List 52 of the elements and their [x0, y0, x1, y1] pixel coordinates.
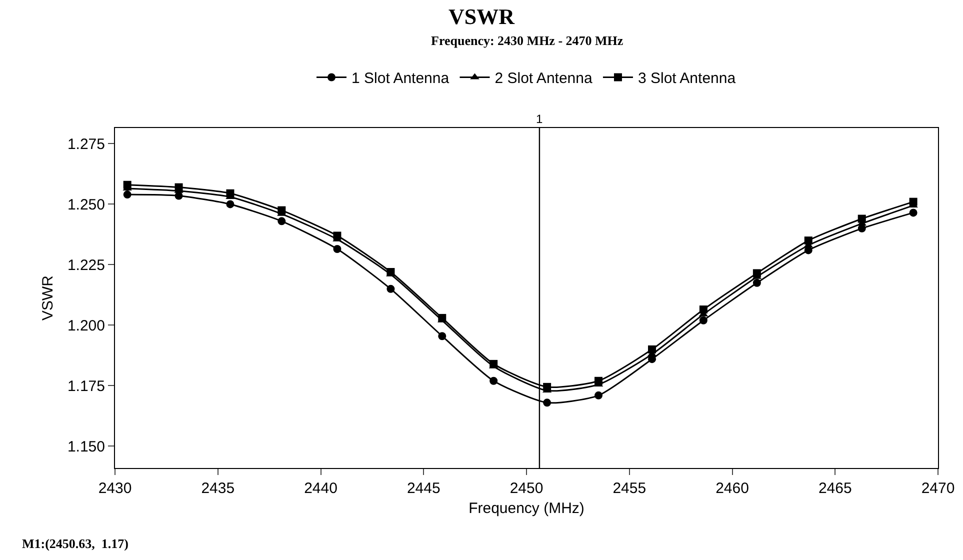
x-axis-title: Frequency (MHz) [468, 500, 584, 517]
point [699, 305, 708, 314]
point [648, 345, 656, 354]
x-tick-label: 2470 [921, 480, 955, 497]
x-tick-label: 2460 [716, 480, 749, 497]
point [438, 314, 446, 322]
point [752, 278, 761, 287]
point [543, 382, 552, 391]
y-tick-label: 1.225 [67, 256, 105, 274]
point [386, 268, 395, 276]
point [278, 206, 286, 214]
point [543, 398, 552, 407]
chart-title: VSWR [448, 4, 516, 29]
point [490, 360, 498, 368]
annotation: 1 [536, 112, 543, 126]
x-tick-label: 2450 [510, 480, 544, 497]
point [438, 332, 446, 340]
point [123, 190, 132, 199]
point [278, 217, 286, 226]
point [804, 236, 812, 245]
x-tick-label: 2465 [818, 480, 852, 497]
point [490, 376, 498, 385]
y-tick-label: 1.275 [67, 136, 105, 153]
y-tick-label: 1.200 [67, 317, 105, 334]
y-tick-label: 1.250 [67, 196, 105, 214]
point [174, 183, 183, 192]
point [386, 284, 395, 293]
legend-label: 1 Slot Antenna [352, 70, 450, 88]
point [226, 189, 234, 198]
legend-label: 2 Slot Antenna [494, 70, 593, 88]
point [226, 200, 234, 208]
legend-label: 3 Slot Antenna [638, 70, 736, 88]
point [123, 180, 132, 189]
point [752, 269, 761, 278]
x-tick-label: 2455 [612, 480, 646, 497]
point [909, 208, 918, 217]
x-tick-label: 2440 [304, 480, 338, 497]
point [333, 232, 342, 240]
chart-subtitle: Frequency: 2430 MHz - 2470 MHz [431, 33, 624, 48]
point [909, 198, 918, 206]
text: M1:(2450.63, 1.17) [22, 536, 129, 551]
y-tick-label: 1.175 [67, 378, 105, 395]
point [858, 214, 866, 223]
point [333, 245, 342, 253]
x-tick-label: 2435 [201, 480, 235, 497]
point [594, 391, 603, 400]
y-axis-title: VSWR [40, 275, 57, 320]
y-tick-label: 1.150 [67, 438, 105, 456]
point [594, 376, 603, 385]
point [699, 316, 708, 324]
x-tick-label: 2430 [98, 480, 132, 497]
x-tick-label: 2445 [406, 480, 440, 497]
